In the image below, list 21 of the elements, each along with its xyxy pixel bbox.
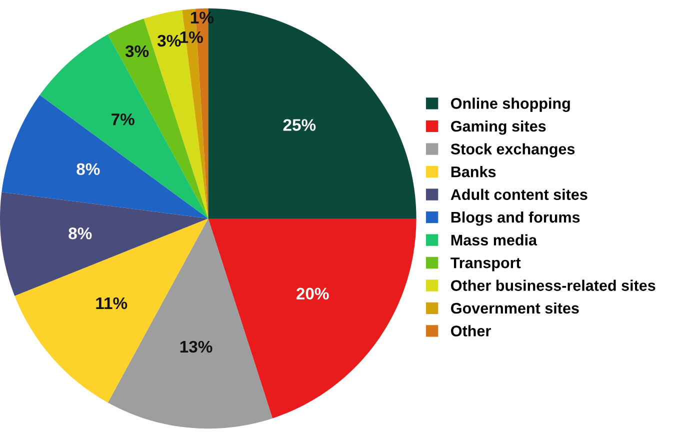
legend-label: Online shopping [451,98,570,112]
data-label: 25% [283,119,316,131]
legend-label: Government sites [451,302,579,314]
data-label: 20% [296,288,329,300]
legend-label: Mass media [451,234,538,246]
data-label: 13% [180,340,212,353]
legend-label: Other business-related sites [451,280,656,291]
data-label: 3% [157,34,181,47]
data-label: 1% [180,31,203,44]
legend-label: Transport [450,258,521,272]
legend-label: Adult content sites [450,188,588,200]
data-label: 8% [76,163,100,176]
legend-label: Banks [451,166,496,178]
legend-label: Blogs and forums [451,211,580,226]
legend-label: Stock exchanges [450,143,575,158]
data-label: 3% [125,45,149,58]
data-label: 7% [111,114,134,126]
data-label: 8% [68,228,92,240]
legend-label: Gaming sites [451,120,546,135]
legend-label: Other [451,325,491,336]
data-label: 11% [96,297,128,310]
